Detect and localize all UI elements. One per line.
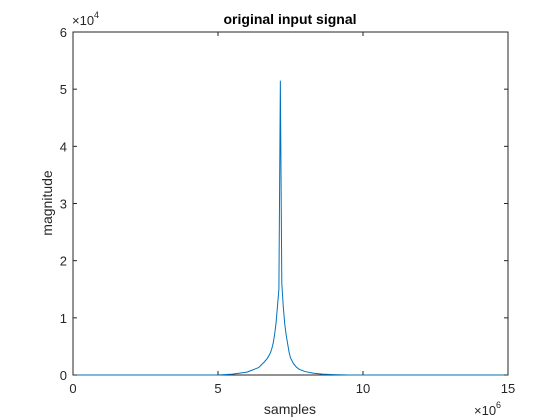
x-axis-label: samples [264, 401, 316, 417]
series-line-0 [73, 80, 508, 376]
y-tick-label-6: 6 [60, 25, 67, 40]
y-tick-label-3: 3 [60, 197, 67, 212]
y-multiplier-exponent: 4 [94, 10, 99, 20]
plot-area: 0 5 10 15 0 1 2 3 4 5 6 [60, 25, 515, 396]
x-multiplier-exponent: 6 [496, 400, 501, 410]
x-tick-label-2: 10 [356, 381, 370, 396]
x-tick-label-1: 5 [214, 381, 221, 396]
y-tick-label-4: 4 [60, 139, 67, 154]
x-multiplier-base: ×10 [474, 403, 496, 418]
y-tick-label-0: 0 [60, 368, 67, 383]
y-axis-multiplier: ×10 4 [72, 10, 99, 28]
x-tick-label-0: 0 [69, 381, 76, 396]
x-tick-label-3: 15 [501, 381, 515, 396]
y-tick-label-1: 1 [60, 311, 67, 326]
chart-title: original input signal [224, 11, 357, 27]
y-tick-label-5: 5 [60, 82, 67, 97]
y-multiplier-base: ×10 [72, 13, 94, 28]
plot-box [72, 31, 509, 376]
x-axis-multiplier: ×10 6 [474, 400, 501, 418]
y-tick-label-2: 2 [60, 254, 67, 269]
y-axis-label: magnitude [39, 170, 55, 236]
